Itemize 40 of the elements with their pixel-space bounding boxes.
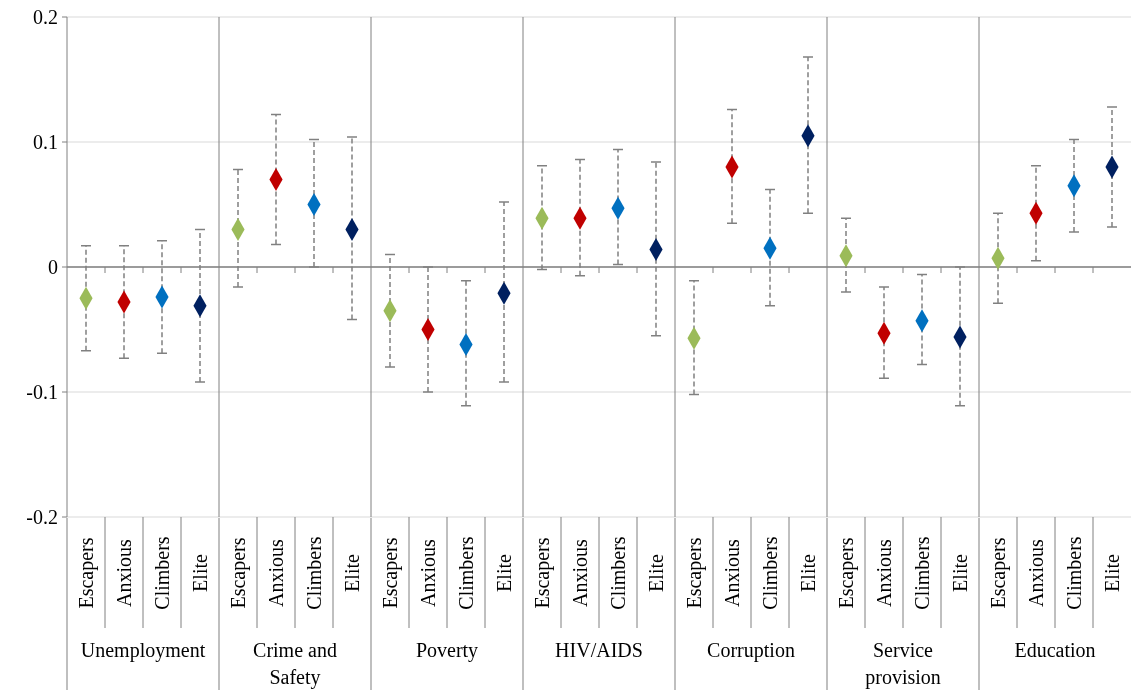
x-tick-label: Climbers	[911, 536, 933, 610]
text: Unemployment	[80, 639, 206, 662]
text: Service provision	[865, 639, 941, 689]
text: Education	[1014, 639, 1096, 661]
x-tick-label: Climbers	[607, 536, 629, 610]
x-tick-label: Anxious	[569, 538, 591, 607]
x-tick-label: Elite	[949, 554, 971, 592]
y-tick-label: -0.1	[26, 381, 58, 403]
x-tick-label: Anxious	[417, 538, 439, 607]
x-tick-label: Escapers	[987, 537, 1010, 609]
x-tick-label: Escapers	[683, 537, 706, 609]
x-tick-label: Anxious	[873, 538, 895, 607]
x-tick-label: Anxious	[265, 538, 287, 607]
x-tick-label: Elite	[1101, 554, 1123, 592]
y-tick-label: -0.2	[26, 506, 58, 528]
x-tick-label: Escapers	[379, 537, 402, 609]
x-tick-label: Elite	[189, 554, 211, 592]
x-tick-label: Climbers	[1063, 536, 1085, 610]
x-tick-label: Climbers	[151, 536, 173, 610]
x-tick-label: Climbers	[455, 536, 477, 610]
x-tick-label: Escapers	[835, 537, 858, 609]
x-tick-label: Escapers	[227, 537, 250, 609]
x-tick-label: Escapers	[531, 537, 554, 609]
x-tick-label: Elite	[645, 554, 667, 592]
x-tick-label: Anxious	[113, 538, 135, 607]
text: Crime and Safety	[253, 639, 337, 689]
x-tick-label: Anxious	[721, 538, 743, 607]
text: HIV/AIDS	[555, 639, 643, 661]
x-tick-label: Anxious	[1025, 538, 1047, 607]
y-tick-label: 0.2	[33, 6, 58, 28]
x-tick-label: Escapers	[75, 537, 98, 609]
text: Poverty	[415, 639, 479, 662]
x-tick-label: Elite	[341, 554, 363, 592]
x-tick-label: Climbers	[303, 536, 325, 610]
x-tick-label: Elite	[493, 554, 515, 592]
y-tick-label: 0.1	[33, 131, 58, 153]
text: Corruption	[707, 639, 795, 662]
y-tick-label: 0	[48, 256, 58, 278]
x-tick-label: Climbers	[759, 536, 781, 610]
x-tick-label: Elite	[797, 554, 819, 592]
